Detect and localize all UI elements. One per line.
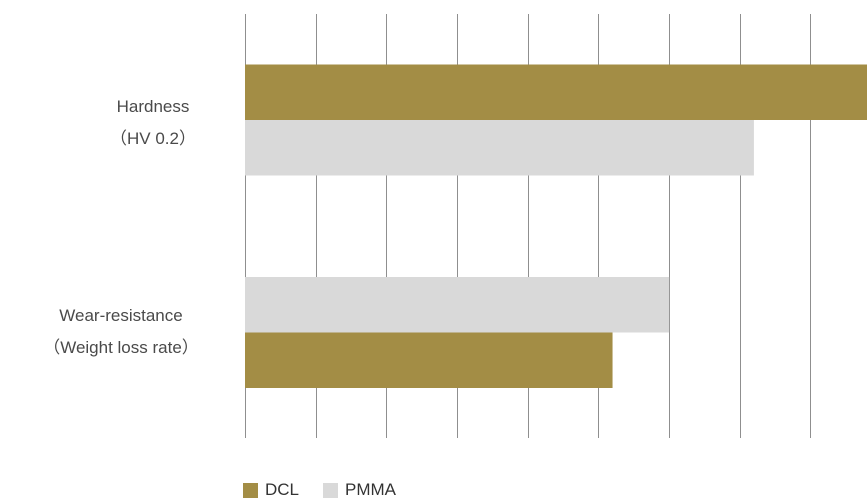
category-label-line2: （HV 0.2） bbox=[110, 129, 196, 148]
category-label-line2: （Weight loss rate） bbox=[43, 338, 199, 357]
legend-item-pmma[interactable]: PMMA bbox=[323, 480, 396, 500]
legend: DCL PMMA bbox=[243, 478, 420, 502]
legend-swatch-dcl bbox=[243, 482, 258, 498]
category-label-line1: Hardness bbox=[116, 97, 190, 116]
category-label-hardness: Hardness （HV 0.2） bbox=[53, 91, 253, 155]
legend-label-pmma: PMMA bbox=[345, 480, 397, 499]
legend-item-dcl[interactable]: DCL bbox=[243, 480, 299, 500]
legend-swatch-pmma bbox=[323, 482, 339, 498]
category-label-wear-resistance: Wear-resistance （Weight loss rate） bbox=[21, 300, 221, 364]
legend-label-dcl: DCL bbox=[265, 480, 300, 499]
bars bbox=[245, 64, 867, 388]
bar-dcl-hardness bbox=[245, 64, 867, 120]
bar-pmma-wear-resistance bbox=[245, 277, 670, 333]
category-label-line1: Wear-resistance bbox=[59, 306, 183, 325]
bar-pmma-hardness bbox=[245, 120, 754, 176]
bar-dcl-wear-resistance bbox=[245, 332, 613, 388]
